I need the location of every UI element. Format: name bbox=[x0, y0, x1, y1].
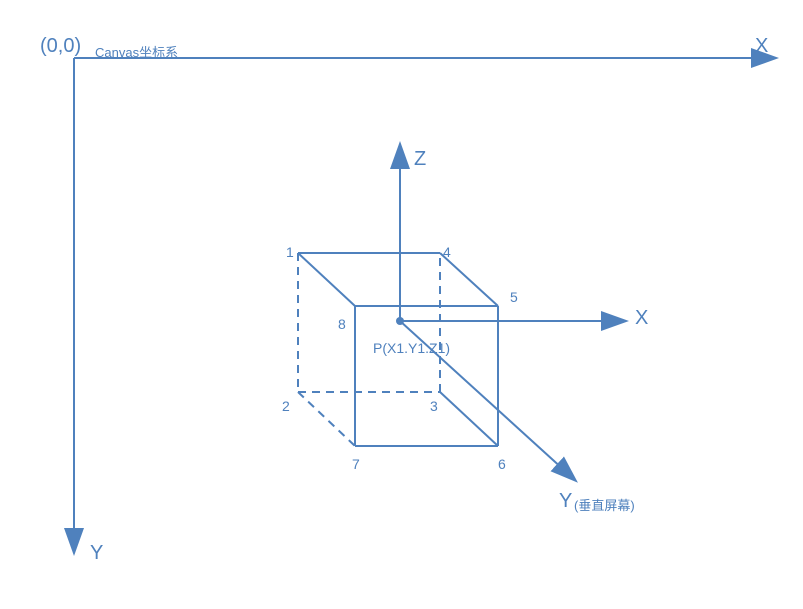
cube-edge-solid-1 bbox=[440, 253, 498, 306]
vertex-label-v5: 5 bbox=[510, 289, 518, 305]
cube-edge-solid-2 bbox=[298, 253, 355, 306]
cube-edge-solid-7 bbox=[440, 392, 498, 446]
cube-edge-dashed-3 bbox=[298, 392, 355, 446]
point-p-label: P(X1.Y1.Z1) bbox=[373, 340, 450, 356]
origin-label: (0,0) bbox=[40, 35, 81, 58]
vertex-label-v4: 4 bbox=[443, 244, 451, 260]
coordinate-diagram bbox=[0, 0, 803, 609]
vertex-label-v3: 3 bbox=[430, 398, 438, 414]
inner-y-label: Y bbox=[559, 490, 572, 513]
canvas-x-label: X bbox=[755, 35, 768, 58]
vertex-label-v7: 7 bbox=[352, 456, 360, 472]
vertex-label-v8: 8 bbox=[338, 316, 346, 332]
origin-point-p bbox=[396, 317, 404, 325]
inner-x-label: X bbox=[635, 307, 648, 330]
inner-y-sub-label: (垂直屏幕) bbox=[574, 495, 635, 514]
vertex-label-v6: 6 bbox=[498, 456, 506, 472]
vertex-label-v2: 2 bbox=[282, 398, 290, 414]
canvas-y-label: Y bbox=[90, 542, 103, 565]
origin-sub-label: Canvas坐标系 bbox=[95, 42, 178, 61]
inner-z-label: Z bbox=[414, 148, 426, 171]
vertex-label-v1: 1 bbox=[286, 244, 294, 260]
